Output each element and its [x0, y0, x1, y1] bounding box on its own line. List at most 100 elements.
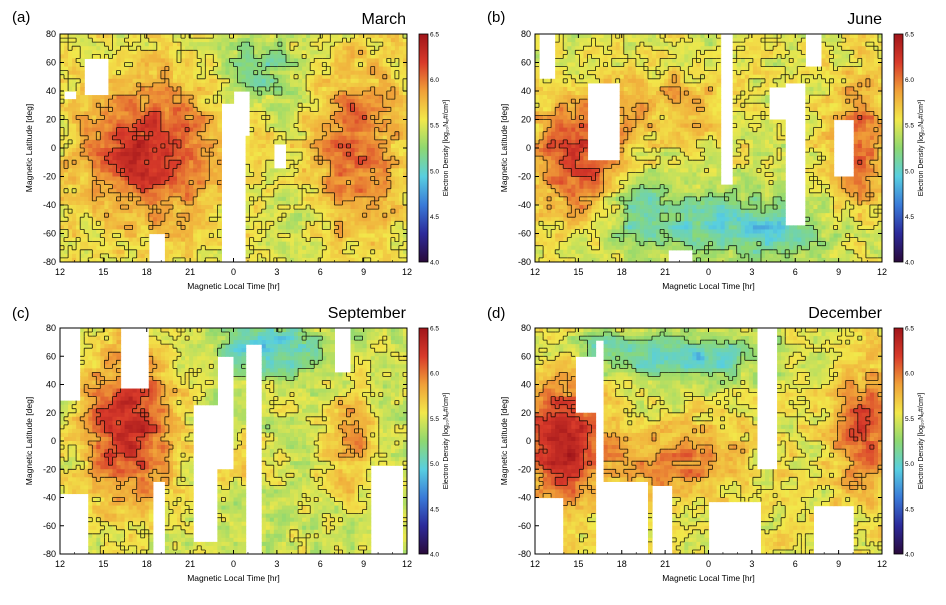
heatmap-cell	[104, 132, 109, 137]
heatmap-cell	[399, 140, 404, 145]
heatmap-cell	[173, 75, 178, 80]
heatmap-cell	[387, 197, 392, 202]
heatmap-cell	[173, 34, 178, 39]
heatmap-cell	[334, 242, 339, 247]
heatmap-cell	[145, 197, 150, 202]
heatmap-cell	[72, 128, 77, 133]
heatmap-cell	[133, 164, 138, 169]
heatmap-cell	[644, 38, 649, 43]
heatmap-cell	[234, 50, 239, 55]
heatmap-cell	[314, 58, 319, 63]
heatmap-cell	[326, 234, 331, 239]
heatmap-cell	[306, 234, 311, 239]
heatmap-cell	[76, 148, 81, 153]
heatmap-cell	[355, 246, 360, 251]
heatmap-cell	[189, 254, 194, 259]
heatmap-cell	[535, 50, 540, 55]
heatmap-cell	[363, 238, 368, 243]
heatmap-cell	[391, 54, 396, 59]
heatmap-cell	[145, 87, 150, 92]
heatmap-cell	[395, 181, 400, 186]
heatmap-cell	[141, 87, 146, 92]
heatmap-cell	[100, 246, 105, 251]
heatmap-cell	[294, 234, 299, 239]
heatmap-cell	[644, 34, 649, 39]
heatmap-cell	[278, 54, 283, 59]
heatmap-cell	[612, 42, 617, 47]
heatmap-cell	[298, 120, 303, 125]
heatmap-cell	[282, 91, 287, 96]
heatmap-cell	[330, 91, 335, 96]
heatmap-cell	[258, 201, 263, 206]
heatmap-cell	[129, 217, 134, 222]
heatmap-cell	[181, 75, 186, 80]
heatmap-cell	[201, 46, 206, 51]
heatmap-cell	[100, 124, 105, 129]
heatmap-cell	[692, 42, 697, 47]
heatmap-cell	[64, 172, 69, 177]
heatmap-cell	[173, 185, 178, 190]
heatmap-cell	[375, 58, 380, 63]
heatmap-cell	[282, 168, 287, 173]
heatmap-cell	[108, 79, 113, 84]
heatmap-cell	[173, 42, 178, 47]
heatmap-cell	[342, 63, 347, 68]
heatmap-cell	[355, 79, 360, 84]
heatmap-cell	[334, 205, 339, 210]
heatmap-cell	[173, 229, 178, 234]
heatmap-cell	[604, 42, 609, 47]
heatmap-cell	[76, 103, 81, 108]
heatmap-cell	[169, 91, 174, 96]
heatmap-cell	[717, 46, 722, 51]
heatmap-cell	[250, 140, 255, 145]
heatmap-cell	[129, 213, 134, 218]
heatmap-cell	[129, 99, 134, 104]
heatmap-cell	[72, 177, 77, 182]
heatmap-cell	[217, 189, 222, 194]
heatmap-cell	[355, 144, 360, 149]
heatmap-cell	[108, 164, 113, 169]
heatmap-cell	[76, 99, 81, 104]
heatmap-cell	[177, 103, 182, 108]
heatmap-cell	[294, 107, 299, 112]
heatmap-cell	[262, 79, 267, 84]
heatmap-cell	[298, 50, 303, 55]
heatmap-cell	[258, 124, 263, 129]
heatmap-cell	[266, 103, 271, 108]
heatmap-cell	[346, 95, 351, 100]
heatmap-cell	[383, 132, 388, 137]
heatmap-cell	[173, 225, 178, 230]
heatmap-cell	[121, 156, 126, 161]
heatmap-cell	[165, 34, 170, 39]
heatmap-cell	[302, 250, 307, 255]
heatmap-cell	[92, 124, 97, 129]
heatmap-cell	[351, 144, 356, 149]
heatmap-cell	[133, 87, 138, 92]
heatmap-cell	[169, 111, 174, 116]
heatmap-cell	[306, 213, 311, 218]
heatmap-cell	[189, 217, 194, 222]
heatmap-cell	[351, 221, 356, 226]
heatmap-cell	[189, 75, 194, 80]
heatmap-cell	[177, 75, 182, 80]
heatmap-cell	[145, 63, 150, 68]
heatmap-cell	[359, 99, 364, 104]
heatmap-cell	[197, 120, 202, 125]
heatmap-cell	[310, 148, 315, 153]
heatmap-cell	[133, 54, 138, 59]
heatmap-cell	[129, 103, 134, 108]
heatmap-cell	[246, 144, 251, 149]
heatmap-cell	[201, 156, 206, 161]
heatmap-cell	[80, 181, 85, 186]
heatmap-cell	[270, 254, 275, 259]
heatmap-cell	[330, 225, 335, 230]
heatmap-cell	[282, 225, 287, 230]
heatmap-cell	[342, 201, 347, 206]
heatmap-cell	[330, 136, 335, 141]
heatmap-cell	[310, 229, 315, 234]
heatmap-cell	[753, 38, 758, 43]
heatmap-cell	[169, 164, 174, 169]
heatmap-cell	[125, 144, 130, 149]
heatmap-cell	[125, 168, 130, 173]
heatmap-cell	[330, 177, 335, 182]
